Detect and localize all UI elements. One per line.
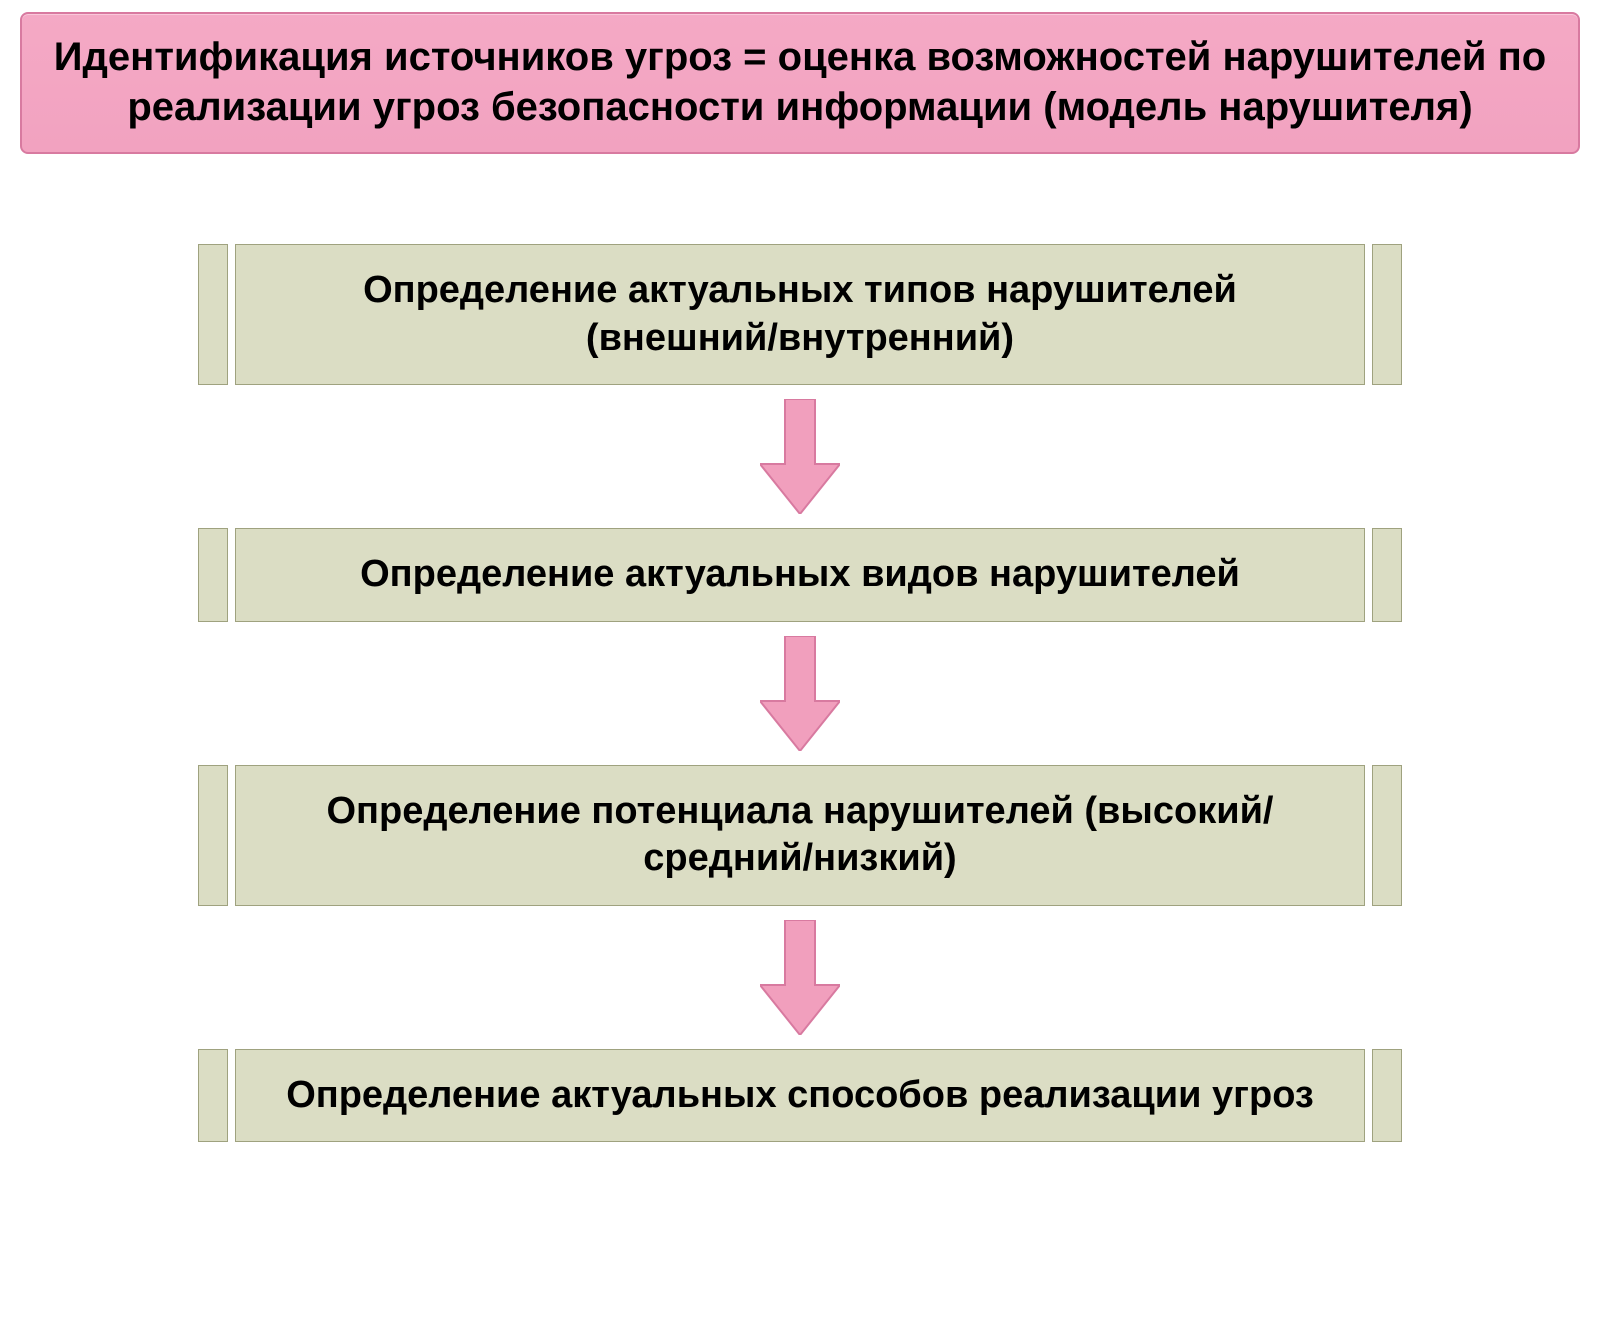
arrow-2: [760, 636, 840, 751]
title-text: Идентификация источников угроз = оценка …: [54, 35, 1546, 129]
step-4: Определение актуальных способов реализац…: [235, 1049, 1365, 1143]
step-4-label: Определение актуальных способов реализац…: [286, 1072, 1314, 1120]
flow: Определение актуальных типов нарушителей…: [235, 244, 1365, 1142]
step-2-label: Определение актуальных видов нарушителей: [360, 551, 1240, 599]
arrow-3: [760, 920, 840, 1035]
title-box: Идентификация источников угроз = оценка …: [20, 12, 1580, 154]
step-3: Определение потенциала нарушителей (высо…: [235, 765, 1365, 906]
step-3-label: Определение потенциала нарушителей (высо…: [266, 788, 1334, 883]
arrow-1: [760, 399, 840, 514]
step-1: Определение актуальных типов нарушителей…: [235, 244, 1365, 385]
diagram-container: Идентификация источников угроз = оценка …: [0, 0, 1600, 1142]
step-1-label: Определение актуальных типов нарушителей…: [266, 267, 1334, 362]
step-2: Определение актуальных видов нарушителей: [235, 528, 1365, 622]
